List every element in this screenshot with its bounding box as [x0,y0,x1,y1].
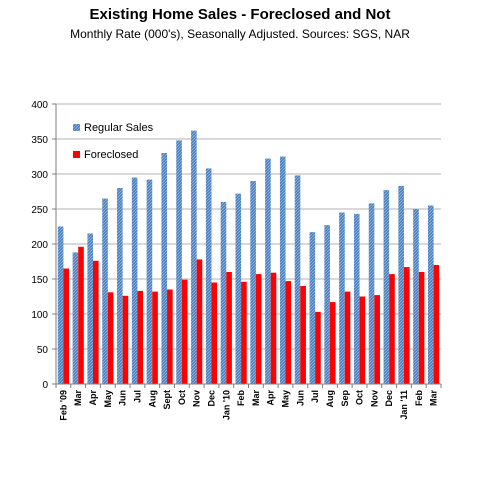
bar-regular-sales [353,213,360,384]
bar-foreclosed [344,291,351,384]
x-tick-label: Apr [88,390,98,406]
x-tick-label: Feb '09 [58,390,68,421]
bar-foreclosed [433,265,440,384]
x-tick-label: Jul [310,390,320,403]
bar-regular-sales [368,203,375,384]
chart-subtitle: Monthly Rate (000's), Seasonally Adjuste… [70,27,410,41]
bar-foreclosed [181,279,188,384]
bar-foreclosed [418,272,425,384]
x-tick-label: Oct [355,390,365,405]
bar-foreclosed [152,291,158,384]
bar-regular-sales [57,226,64,384]
bar-regular-sales [87,233,94,384]
bar-foreclosed [63,268,70,384]
legend-swatch-foreclosed [73,151,80,158]
chart-title: Existing Home Sales - Foreclosed and Not [89,6,391,23]
x-tick-label: May [281,390,291,408]
x-tick-label: Aug [147,390,157,408]
y-tick-label: 300 [31,170,48,181]
x-tick-label: Dec [384,390,394,407]
x-tick-label: May [103,390,113,408]
bar-regular-sales [427,205,434,384]
bar-foreclosed [285,281,292,384]
bar-foreclosed [122,295,129,384]
bar-foreclosed [78,246,84,384]
bar-foreclosed [255,274,262,384]
x-tick-label: Jun [118,390,128,406]
x-tick-label: Aug [325,390,335,408]
x-tick-label: Sep [340,390,350,407]
bar-foreclosed [196,259,203,384]
bar-regular-sales [235,193,242,384]
bar-regular-sales [176,140,182,384]
y-tick-label: 350 [31,135,48,146]
bar-regular-sales [161,153,168,384]
bar-regular-sales [279,156,286,384]
bar-regular-sales [383,190,390,384]
bar-foreclosed [270,272,277,384]
bar-foreclosed [300,286,306,384]
bar-regular-sales [72,252,79,384]
bar-regular-sales [265,158,271,384]
bar-regular-sales [413,209,419,384]
x-tick-label: Nov [369,390,379,407]
y-tick-label: 400 [31,100,48,111]
bar-regular-sales [250,181,256,384]
bar-regular-sales [294,175,301,384]
bar-regular-sales [191,130,197,384]
y-tick-label: 100 [31,310,48,321]
x-tick-label: Mar [429,390,439,407]
bar-regular-sales [339,212,345,384]
x-tick-label: Apr [266,390,276,406]
x-tick-label: Jul [132,390,142,403]
legend-label-foreclosed: Foreclosed [84,149,138,161]
legend-label-regular-sales: Regular Sales [84,122,154,134]
bar-regular-sales [102,198,108,384]
bar-foreclosed [137,290,144,384]
bar-foreclosed [359,296,366,384]
bar-foreclosed [241,281,247,384]
y-tick-label: 0 [42,380,48,391]
y-tick-label: 250 [31,205,48,216]
x-tick-label: Jun [295,390,305,406]
x-tick-label: Mar [73,390,83,407]
bar-foreclosed [107,292,114,384]
x-tick-label: Mar [251,390,261,407]
bar-foreclosed [374,295,380,384]
bar-regular-sales [205,168,212,384]
x-tick-label: Sept [162,390,172,410]
bar-foreclosed [315,311,321,384]
bar-foreclosed [167,289,173,384]
legend-swatch-regular-sales [73,124,80,131]
bar-regular-sales [324,225,330,384]
bar-regular-sales [220,202,227,384]
bar-foreclosed [211,282,218,384]
x-tick-label: Nov [192,390,202,407]
bar-regular-sales [309,232,316,384]
bar-foreclosed [226,272,232,384]
x-tick-label: Feb [236,390,246,407]
bar-foreclosed [93,260,99,384]
x-tick-label: Oct [177,390,187,405]
bar-regular-sales [398,185,404,384]
y-tick-label: 50 [37,345,49,356]
y-tick-label: 150 [31,275,48,286]
x-tick-label: Jan '11 [399,390,409,420]
bar-foreclosed [389,274,395,384]
bar-regular-sales [146,179,153,384]
bar-foreclosed [329,302,336,384]
bar-regular-sales [131,177,138,384]
x-tick-label: Feb [414,390,424,407]
x-tick-label: Jan '10 [221,390,231,420]
y-tick-label: 200 [31,240,48,251]
bar-regular-sales [117,188,123,384]
x-tick-label: Dec [206,390,216,407]
bar-foreclosed [403,267,410,384]
